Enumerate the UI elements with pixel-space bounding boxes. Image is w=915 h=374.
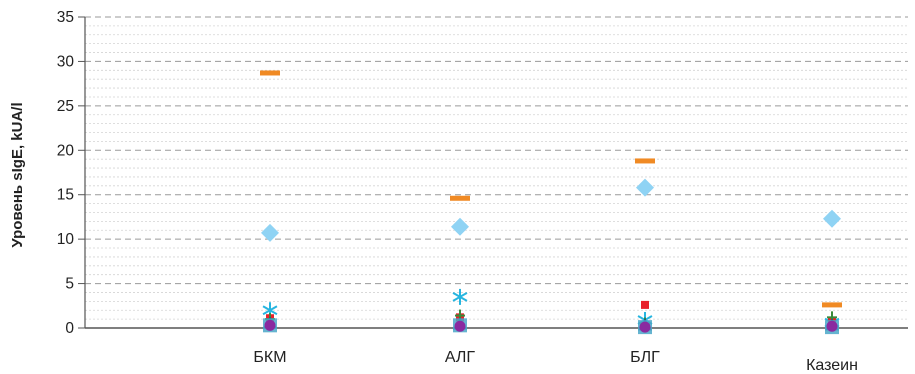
data-point-circle — [826, 320, 838, 332]
star-stroke — [452, 292, 468, 302]
y-tick-label: 0 — [65, 320, 74, 337]
data-point-star — [452, 288, 468, 305]
data-point-dash — [822, 302, 842, 308]
y-tick-label: 30 — [57, 53, 75, 70]
y-tick-label: 5 — [65, 276, 74, 293]
x-category-label: БЛГ — [630, 349, 660, 366]
data-point-diamond — [823, 209, 841, 228]
y-tick-labels: 0 5 10 15 20 25 30 35 — [57, 9, 75, 337]
data-point-dash — [450, 195, 470, 201]
y-tick-label: 35 — [57, 9, 74, 26]
data-point-dash — [635, 158, 655, 164]
y-axis-title: Уровень sIgE, kUA/l — [9, 102, 26, 247]
data-point-circle — [639, 321, 651, 333]
star-stroke — [262, 305, 278, 316]
data-markers — [260, 70, 842, 335]
y-tick-label: 10 — [57, 231, 75, 248]
data-point-diamond — [261, 223, 279, 242]
axis-layer — [78, 16, 908, 329]
data-point-circle — [264, 319, 276, 331]
data-point-square — [641, 300, 649, 309]
x-category-label: БКМ — [253, 349, 286, 366]
data-point-diamond — [636, 178, 654, 197]
x-category-labels: БКМ АЛГ БЛГ Казеин — [253, 349, 858, 374]
y-tick-label: 15 — [57, 187, 74, 204]
data-point-dash — [260, 70, 280, 76]
x-category-label: Казеин — [806, 357, 858, 374]
y-tick-label: 25 — [57, 98, 74, 115]
data-point-circle — [454, 320, 466, 332]
y-tick-label: 20 — [57, 142, 75, 159]
data-point-diamond — [451, 217, 469, 236]
x-category-label: АЛГ — [445, 349, 476, 366]
grid-layer — [85, 16, 908, 320]
